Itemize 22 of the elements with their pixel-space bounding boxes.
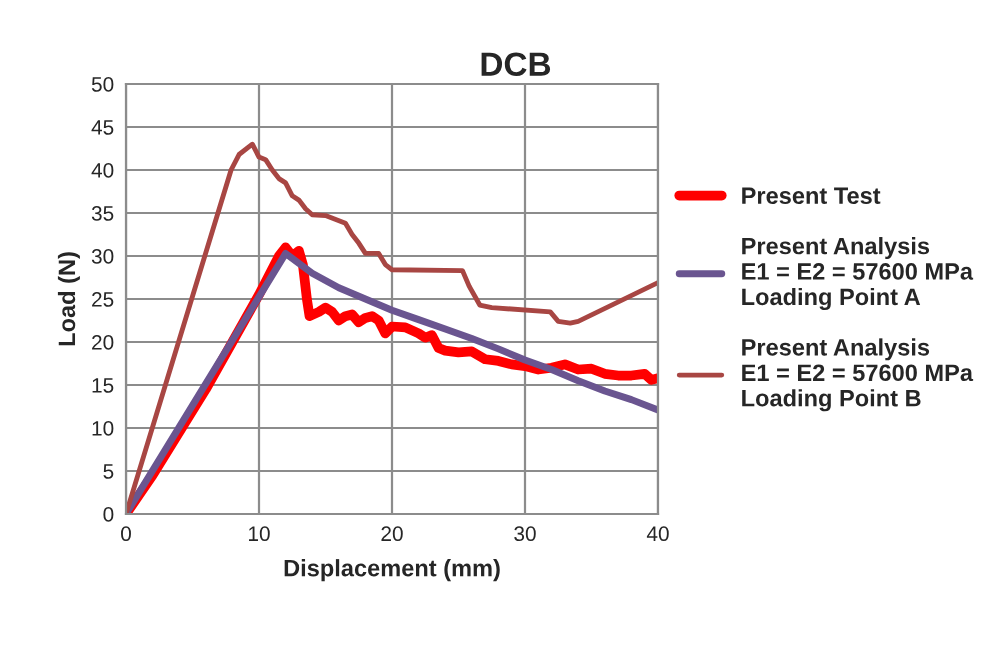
legend-label: Present Analysis E1 = E2 = 57600 MPa Loading Point A (742, 237, 974, 311)
y-tick-label: 25 (92, 292, 114, 307)
y-tick-label: 50 (91, 77, 114, 92)
x-tick-label: 40 (646, 526, 669, 542)
y-tick-label: 35 (91, 206, 114, 221)
y-tick-label: 15 (92, 378, 114, 393)
y-tick-label: 40 (91, 163, 114, 178)
y-tick-label: 45 (91, 120, 114, 135)
x-tick-label: 30 (514, 526, 536, 542)
y-tick-label: 20 (92, 335, 114, 350)
x-tick-label: 20 (381, 526, 403, 542)
y-tick-label: 10 (92, 421, 114, 436)
x-axis-title: Displacement (mm) (284, 559, 500, 582)
legend-label: Present Test (742, 187, 881, 205)
x-tick-label: 10 (249, 526, 270, 542)
y-tick-label: 0 (103, 507, 114, 522)
y-tick-label: 30 (91, 249, 114, 264)
y-tick-label: 5 (103, 464, 114, 479)
x-tick-label: 0 (121, 526, 131, 542)
chart-title: DCB (481, 52, 551, 76)
legend-label: Present Analysis E1 = E2 = 57600 MPa Loading Point B (742, 338, 974, 412)
y-axis-title: Load (N) (57, 252, 80, 346)
